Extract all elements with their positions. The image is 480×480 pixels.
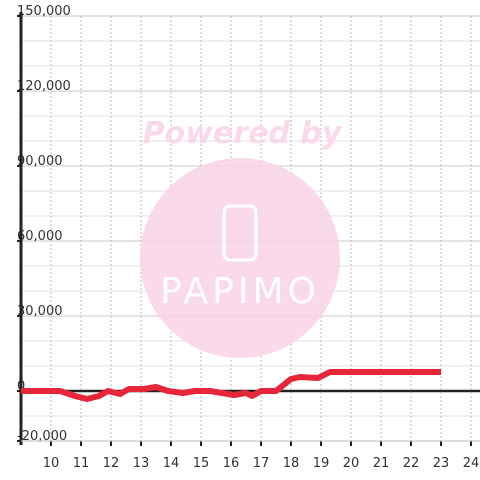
x-tick-label: 12 — [103, 456, 120, 471]
y-tick-label: 120,000 — [17, 79, 71, 94]
x-tick-label: 20 — [343, 456, 360, 471]
watermark-circle — [140, 158, 340, 358]
x-tick-label: 17 — [253, 456, 270, 471]
x-tick-label: 14 — [163, 456, 180, 471]
y-tick-label: 90,000 — [17, 154, 63, 169]
y-tick-label: 150,000 — [17, 4, 71, 19]
y-tick-label: 30,000 — [17, 304, 63, 319]
x-tick-label: 16 — [223, 456, 240, 471]
x-tick-label: 10 — [43, 456, 60, 471]
x-tick-label: 11 — [73, 456, 90, 471]
watermark-text: Powered by — [143, 116, 343, 151]
watermark: Powered by PAPIMO — [140, 116, 343, 358]
plot: -20,000030,00060,00090,000120,000150,000… — [17, 4, 480, 471]
x-tick-label: 19 — [313, 456, 330, 471]
x-tick-label: 21 — [373, 456, 390, 471]
watermark-brand: PAPIMO — [160, 271, 320, 312]
x-tick-label: 22 — [403, 456, 420, 471]
watermark-phone — [222, 204, 258, 262]
x-tick-label: 18 — [283, 456, 300, 471]
x-tick-label: 23 — [433, 456, 450, 471]
y-tick-label: -20,000 — [17, 429, 67, 444]
x-tick-label: 15 — [193, 456, 210, 471]
data-line — [21, 369, 441, 402]
x-tick-label: 24 — [463, 456, 480, 471]
y-tick-label: 60,000 — [17, 229, 63, 244]
x-tick-label: 13 — [133, 456, 150, 471]
